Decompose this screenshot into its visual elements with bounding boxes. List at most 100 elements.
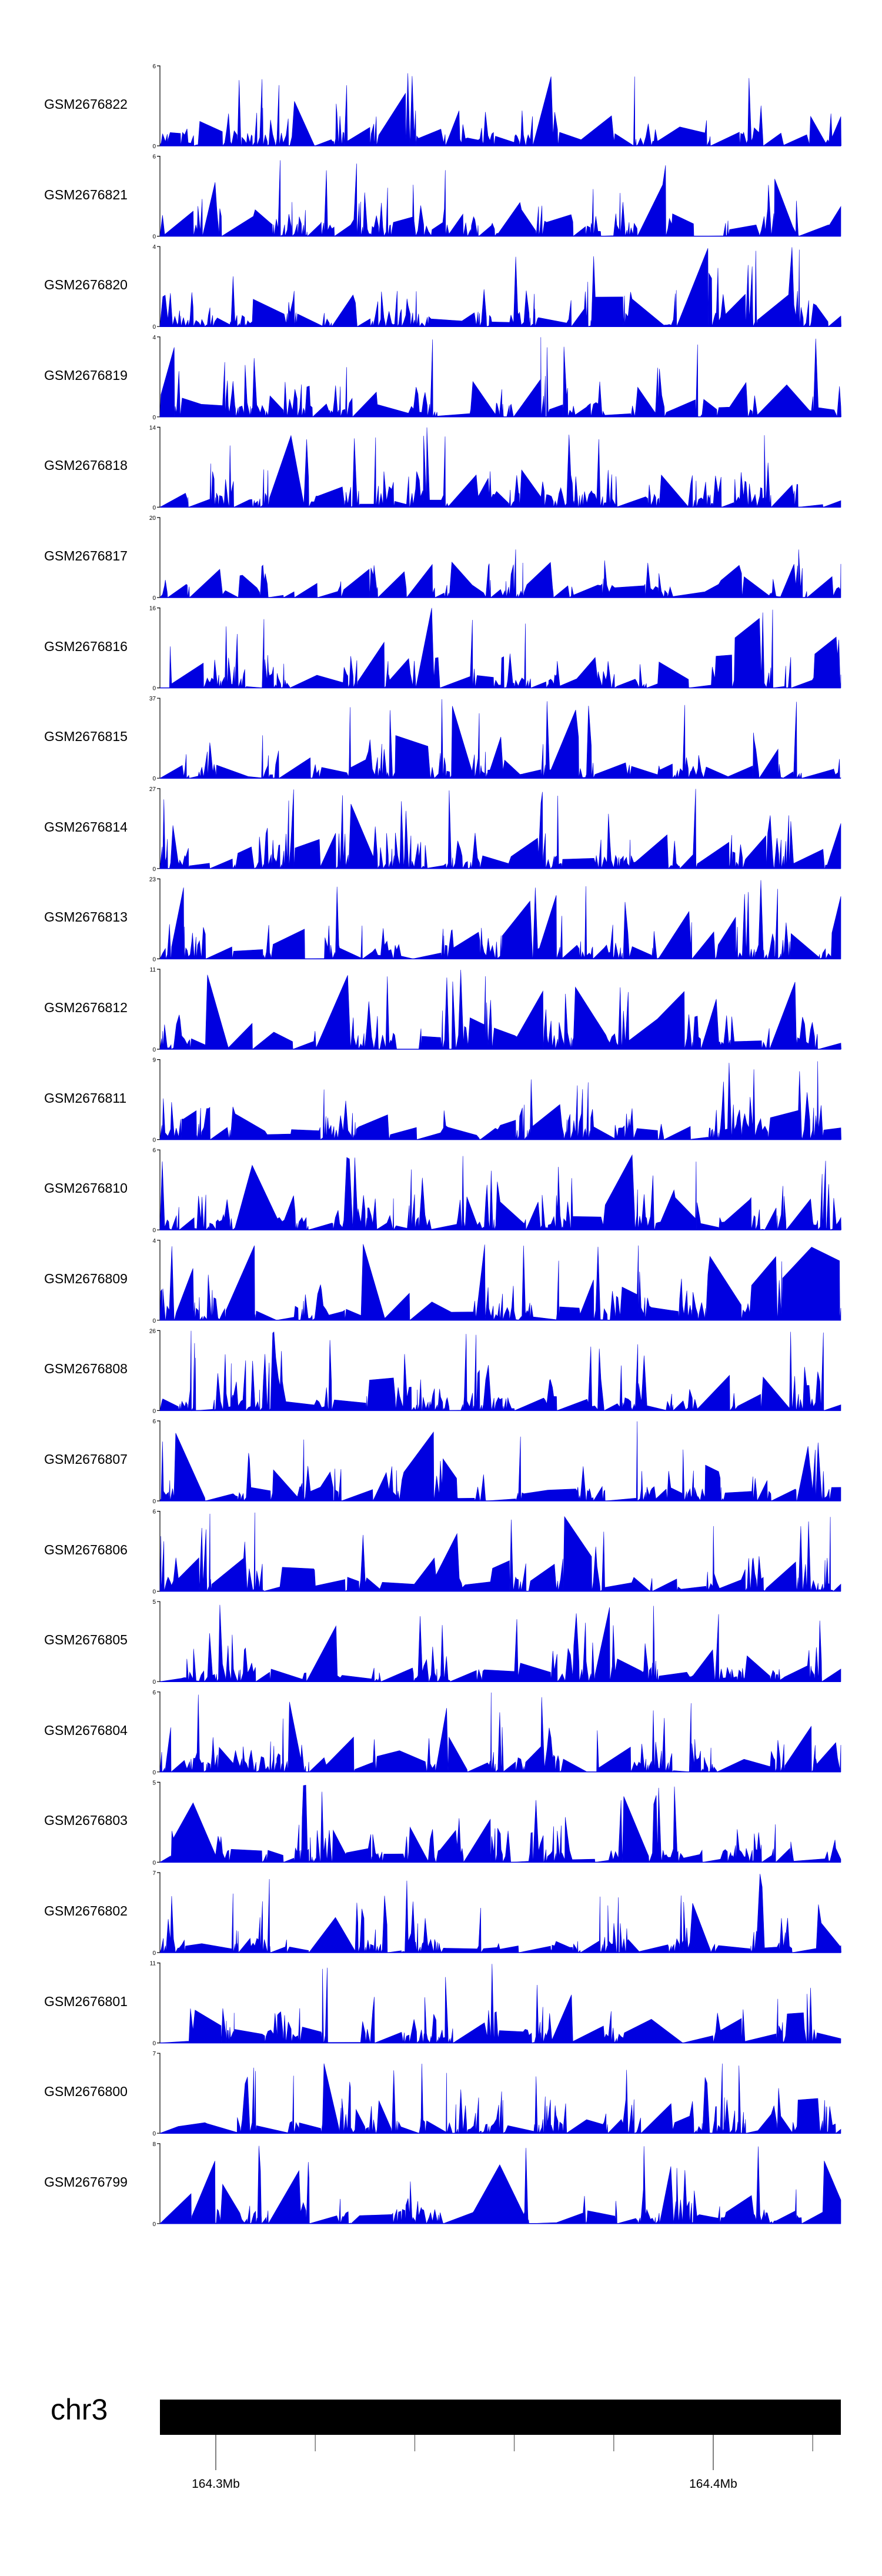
track-label: GSM2676810 — [44, 1180, 128, 1196]
track-y-axis — [157, 608, 161, 689]
track-label: GSM2676803 — [44, 1813, 128, 1828]
track-ymin-label: 0 — [152, 1499, 156, 1505]
track-ymin-label: 0 — [152, 505, 156, 511]
track-label: GSM2676799 — [44, 2174, 128, 2190]
track-ymax-label: 14 — [149, 425, 156, 431]
coverage-area — [159, 1421, 841, 1502]
coverage-area — [159, 1964, 841, 2044]
track-ymin-label: 0 — [152, 1047, 156, 1053]
coverage-area — [159, 1154, 841, 1231]
track-ymin-label: 0 — [152, 2221, 156, 2228]
track-ymax-label: 9 — [152, 1057, 156, 1064]
track-y-axis — [157, 1149, 161, 1230]
track-y-axis — [157, 1240, 161, 1321]
coverage-area — [159, 789, 841, 869]
coverage-area — [159, 73, 841, 147]
track-ymax-label: 26 — [149, 1328, 156, 1334]
track-label: GSM2676820 — [44, 277, 128, 293]
track-ymin-label: 0 — [152, 686, 156, 692]
coverage-area — [159, 549, 841, 599]
track-label: GSM2676822 — [44, 96, 128, 112]
track-ymin-label: 0 — [152, 595, 156, 602]
coverage-area — [159, 1784, 841, 1863]
coverage-area — [159, 699, 841, 779]
track-ymax-label: 6 — [152, 64, 156, 70]
track-label: GSM2676808 — [44, 1361, 128, 1377]
coverage-area — [159, 1692, 841, 1773]
track-ymax-label: 5 — [152, 1780, 156, 1786]
track-ymax-label: 7 — [152, 2051, 156, 2057]
track-ymax-label: 11 — [150, 967, 156, 973]
track-y-axis — [157, 1601, 161, 1682]
track-ymin-label: 0 — [152, 1589, 156, 1596]
track-ymax-label: 20 — [149, 515, 156, 522]
track-ymin-label: 0 — [152, 2041, 156, 2047]
coverage-area — [159, 1604, 841, 1683]
track-label: GSM2676815 — [44, 729, 128, 745]
track-label: GSM2676816 — [44, 638, 128, 654]
track-ymin-label: 0 — [152, 956, 156, 963]
track-y-axis — [157, 2143, 161, 2224]
track-y-axis — [157, 1781, 161, 1863]
coverage-area — [159, 1874, 841, 1954]
track-y-axis — [157, 246, 161, 327]
track-ymin-label: 0 — [152, 324, 156, 331]
track-label: GSM2676813 — [44, 909, 128, 925]
track-y-axis — [157, 1420, 161, 1501]
track-label: GSM2676800 — [44, 2084, 128, 2100]
track-y-axis — [157, 336, 161, 418]
track-ymin-label: 0 — [152, 1227, 156, 1234]
track-ymax-label: 6 — [152, 1147, 156, 1154]
coverage-area — [159, 969, 841, 1050]
track-ymax-label: 37 — [149, 696, 156, 702]
track-label: GSM2676819 — [44, 367, 128, 383]
track-ymax-label: 27 — [149, 786, 156, 793]
track-ymax-label: 6 — [152, 154, 156, 161]
track-ymax-label: 6 — [152, 1509, 156, 1516]
track-ymin-label: 0 — [152, 1318, 156, 1324]
track-label: GSM2676811 — [44, 1090, 127, 1106]
track-ymax-label: 7 — [152, 1870, 156, 1877]
genome-tick-label: 164.3Mb — [192, 2477, 240, 2491]
track-ymax-label: 8 — [152, 2141, 156, 2148]
track-label: GSM2676809 — [44, 1270, 128, 1286]
track-y-axis — [157, 1511, 161, 1592]
track-y-axis — [157, 1059, 161, 1140]
track-y-axis — [157, 65, 161, 146]
track-ymin-label: 0 — [152, 2131, 156, 2137]
coverage-area — [159, 1061, 841, 1140]
track-ymax-label: 5 — [152, 1599, 156, 1606]
track-y-axis — [157, 1963, 161, 2044]
track-label: GSM2676804 — [44, 1722, 128, 1738]
track-y-axis — [157, 698, 161, 779]
track-label: GSM2676806 — [44, 1541, 128, 1557]
track-ymin-label: 0 — [152, 1408, 156, 1414]
track-ymax-label: 6 — [152, 1419, 156, 1425]
track-ymax-label: 23 — [149, 876, 156, 883]
track-ymax-label: 16 — [149, 606, 156, 612]
chromosome-label: chr3 — [51, 2393, 108, 2426]
track-y-axis — [157, 156, 161, 237]
track-label: GSM2676821 — [44, 186, 128, 202]
coverage-area — [159, 1512, 841, 1592]
track-label: GSM2676802 — [44, 1903, 128, 1918]
track-ymin-label: 0 — [152, 234, 156, 241]
track-ymin-label: 0 — [152, 776, 156, 782]
track-ymax-label: 6 — [152, 1690, 156, 1696]
track-ymax-label: 4 — [152, 335, 156, 341]
track-ymax-label: 4 — [152, 244, 156, 251]
coverage-area — [159, 1244, 841, 1321]
track-y-axis — [157, 1691, 161, 1773]
track-y-axis — [157, 1872, 161, 1953]
track-y-axis — [157, 1330, 161, 1411]
coverage-area — [159, 2063, 841, 2134]
coverage-area — [159, 247, 841, 328]
track-ymin-label: 0 — [152, 144, 156, 150]
track-ymin-label: 0 — [152, 1679, 156, 1686]
track-ymin-label: 0 — [152, 1770, 156, 1776]
track-ymax-label: 11 — [150, 1961, 156, 1967]
track-label: GSM2676814 — [44, 819, 128, 835]
coverage-area — [159, 880, 841, 960]
track-y-axis — [157, 426, 161, 508]
